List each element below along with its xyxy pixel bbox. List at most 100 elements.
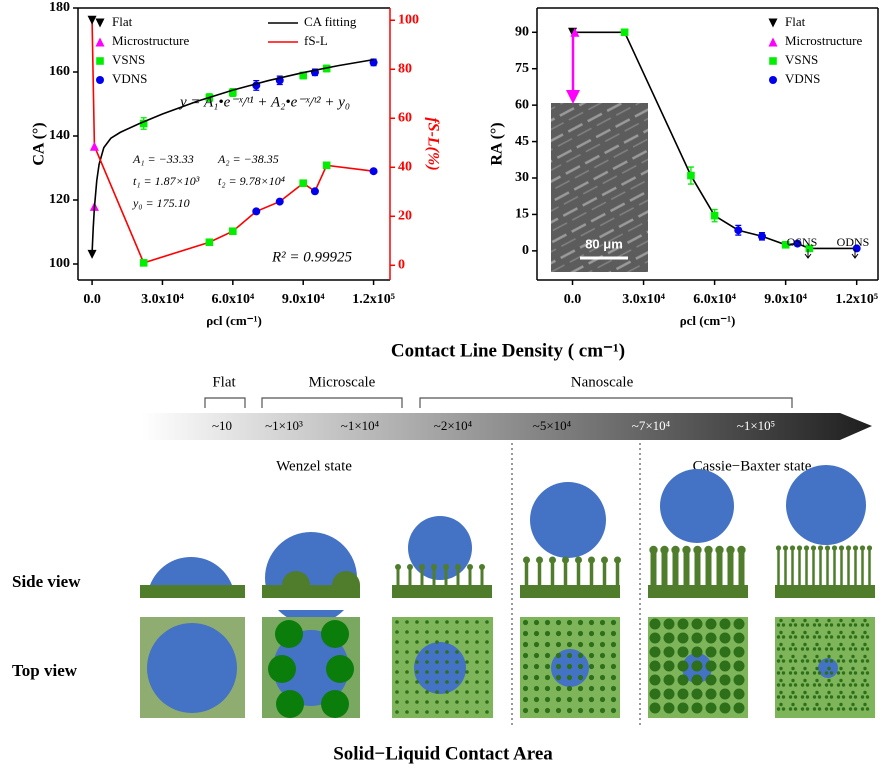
- marker: [734, 226, 743, 235]
- nano-post: [610, 707, 617, 714]
- droplet: [786, 465, 866, 545]
- marker: [710, 211, 719, 220]
- nano-post: [793, 635, 798, 639]
- nano-post: [803, 654, 807, 659]
- marker: [781, 240, 790, 249]
- nano-post: [733, 688, 745, 700]
- nano-post: [781, 635, 786, 639]
- nano-post: [779, 666, 783, 671]
- nano-post: [829, 659, 834, 663]
- nano-post: [839, 666, 843, 671]
- nano-post: [544, 652, 551, 659]
- pillar: [716, 550, 723, 585]
- nano-post: [733, 702, 745, 714]
- nano-post: [827, 630, 831, 635]
- nano-post: [599, 663, 606, 670]
- annotation: R² = 0.99925: [271, 249, 353, 265]
- nano-post: [649, 632, 661, 644]
- nano-post: [836, 635, 841, 639]
- nano-post: [425, 710, 429, 714]
- pillar: [833, 548, 836, 585]
- nano-post: [863, 642, 867, 647]
- nano-post: [848, 623, 853, 627]
- annotation-arrow: [804, 249, 812, 259]
- nano-post: [815, 654, 819, 659]
- nano-post: [817, 659, 822, 663]
- nano-post: [445, 710, 449, 714]
- marker: [139, 259, 148, 267]
- pillar: [791, 548, 794, 585]
- pillar: [854, 548, 857, 585]
- nano-post: [851, 642, 855, 647]
- nano-post: [824, 671, 829, 675]
- nano-post: [805, 623, 810, 627]
- nano-post: [848, 659, 853, 663]
- marker: [139, 119, 148, 128]
- pillar: [550, 560, 555, 585]
- pillar: [840, 548, 843, 585]
- nano-post: [824, 623, 829, 627]
- nano-post: [805, 659, 810, 663]
- nano-post: [719, 660, 731, 672]
- nano-post: [776, 671, 781, 675]
- marker: [570, 27, 580, 37]
- nano-post: [405, 640, 409, 644]
- nano-post: [815, 630, 819, 635]
- nano-post: [863, 618, 867, 623]
- pillar-knob: [575, 556, 582, 564]
- nano-post: [841, 623, 846, 627]
- pillar-knob: [704, 545, 713, 555]
- nano-post: [803, 618, 807, 623]
- nano-post: [649, 618, 661, 630]
- nano-post: [803, 690, 807, 695]
- nano-post: [577, 685, 584, 692]
- nano-post: [791, 630, 795, 635]
- nano-post: [522, 685, 529, 692]
- nano-post: [465, 640, 469, 644]
- sem-inset: [551, 103, 648, 272]
- nano-post: [485, 650, 489, 654]
- y2-tick-label: 60: [398, 110, 412, 125]
- nano-post: [863, 678, 867, 683]
- nano-post: [588, 674, 595, 681]
- nano-post: [555, 663, 562, 670]
- nano-post: [533, 663, 540, 670]
- nano-post: [522, 619, 529, 626]
- nano-post: [836, 647, 841, 651]
- density-label: ~1×10⁴: [341, 418, 380, 433]
- pillar-knob: [671, 545, 680, 555]
- contact-area: [147, 623, 237, 713]
- nano-post: [824, 695, 829, 699]
- nano-post: [776, 707, 781, 711]
- nano-post: [853, 695, 858, 699]
- nano-post: [853, 707, 858, 711]
- regime-label: Flat: [212, 374, 236, 390]
- nano-post: [793, 659, 798, 663]
- nano-post: [776, 659, 781, 663]
- nano-post: [415, 640, 419, 644]
- nano-post: [779, 618, 783, 623]
- nano-post: [555, 630, 562, 637]
- marker: [805, 244, 814, 253]
- nano-post: [705, 674, 717, 686]
- nano-post: [599, 696, 606, 703]
- pillar: [727, 550, 734, 585]
- nano-post: [455, 660, 459, 664]
- nano-post: [544, 641, 551, 648]
- nano-post: [663, 660, 675, 672]
- nano-post: [848, 647, 853, 651]
- nano-post: [836, 683, 841, 687]
- nano-post: [691, 646, 703, 658]
- nano-post: [791, 690, 795, 695]
- nano-post: [566, 663, 573, 670]
- nano-post: [405, 690, 409, 694]
- pillar-knob: [693, 545, 702, 555]
- nano-post: [599, 641, 606, 648]
- legend-label: Microstructure: [112, 33, 189, 48]
- nano-post: [812, 707, 817, 711]
- nano-post: [817, 671, 822, 675]
- annotation: A₁ = −33.33: [132, 152, 194, 166]
- nano-post: [425, 690, 429, 694]
- nano-post: [836, 671, 841, 675]
- x-tick-label: 9.0x10⁴: [764, 292, 808, 307]
